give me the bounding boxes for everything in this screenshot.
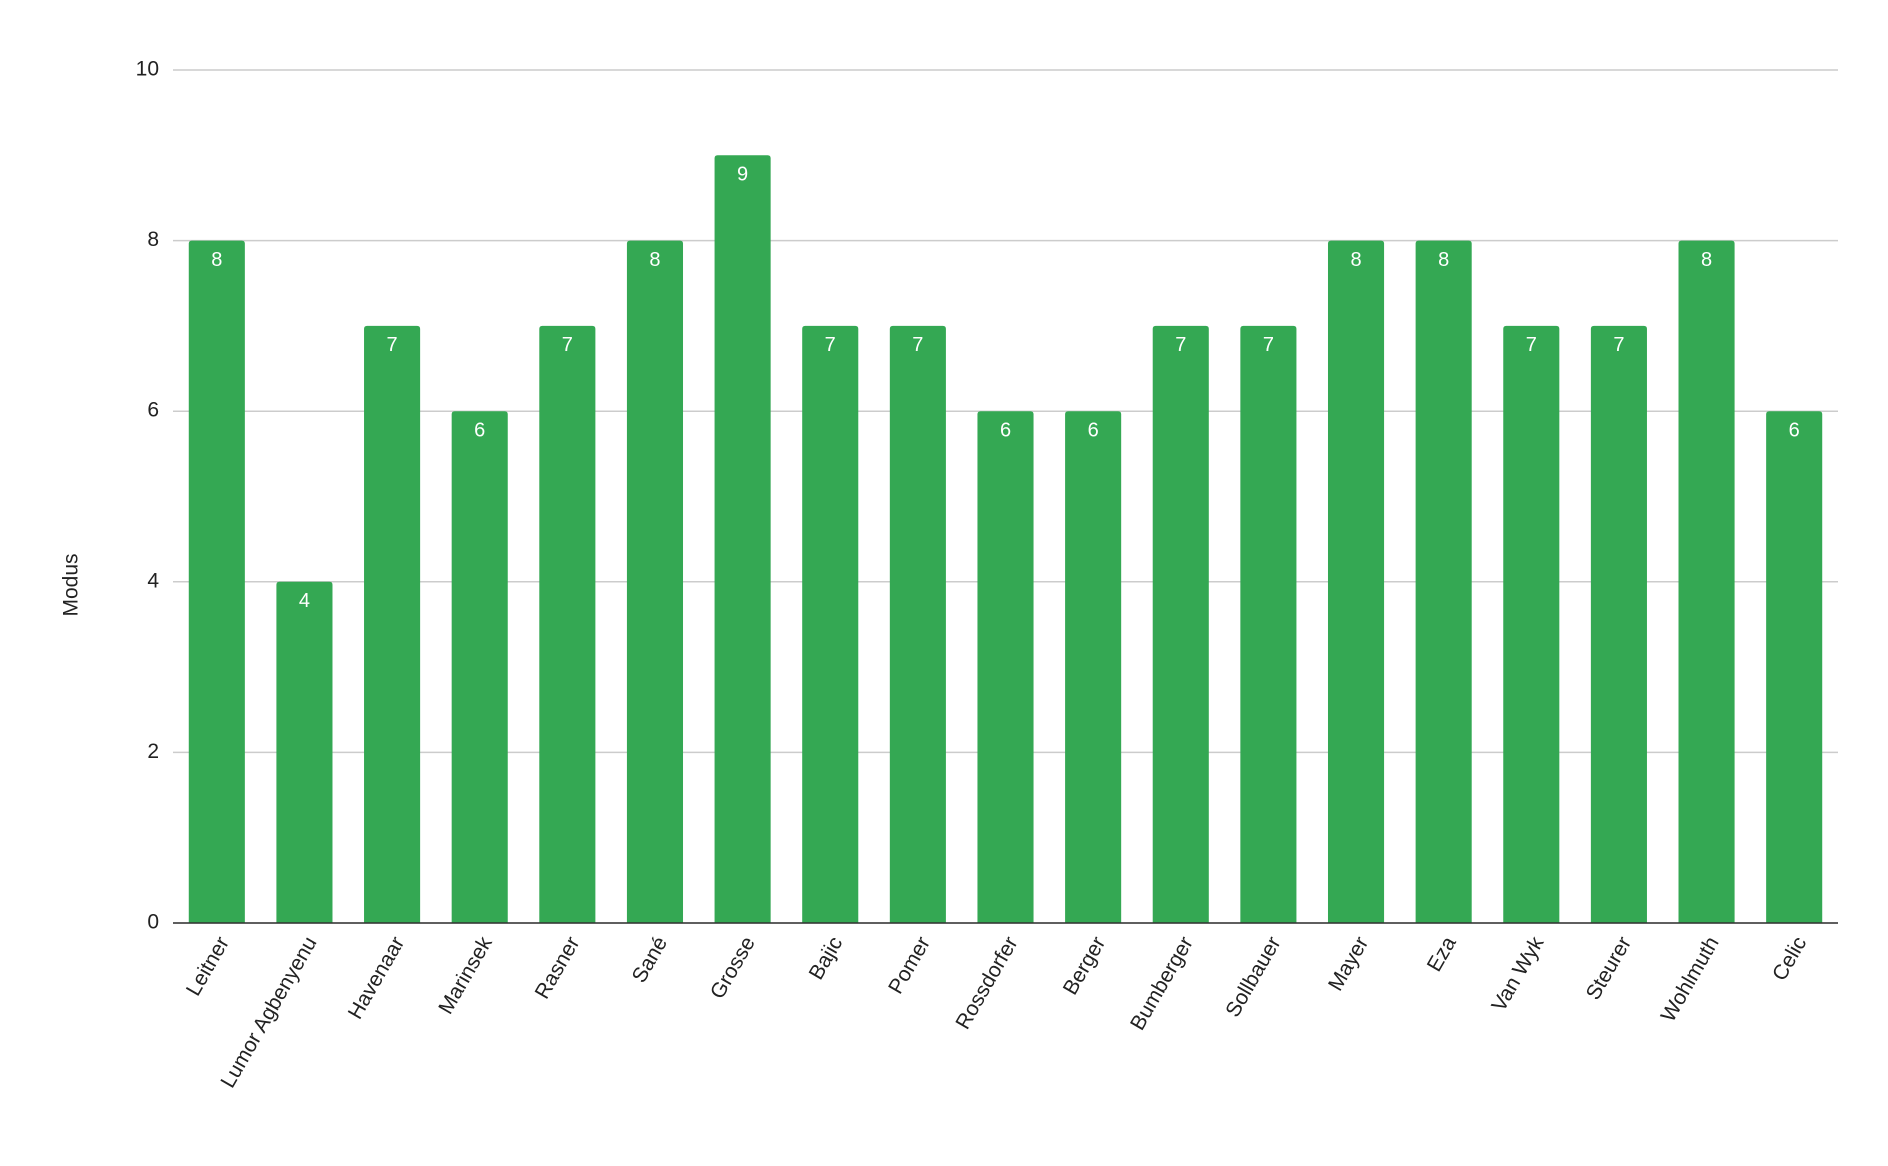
data-label: 6: [1088, 419, 1099, 441]
x-tick-label: Leitner: [182, 933, 234, 1000]
bar: [276, 581, 333, 923]
x-tick-label: Mayer: [1324, 933, 1373, 995]
data-label: 8: [1438, 249, 1449, 271]
y-axis-title: Modus: [60, 553, 83, 616]
x-tick-label: Rasner: [531, 933, 585, 1003]
bar: [1152, 325, 1209, 923]
x-tick-label: Wohlmuth: [1657, 933, 1724, 1026]
data-label: 6: [474, 419, 485, 441]
bar: [889, 325, 946, 923]
data-label: 8: [1701, 249, 1712, 271]
x-tick-label: Sané: [628, 933, 672, 987]
x-tick-label: Sollbauer: [1221, 933, 1285, 1021]
x-tick-label: Lumor Agbenyenu: [216, 933, 321, 1092]
data-label: 8: [1350, 249, 1361, 271]
bar: [802, 325, 859, 923]
y-tick-label: 6: [147, 399, 159, 422]
data-label: 7: [912, 334, 923, 356]
bar: [188, 240, 245, 924]
x-tick-label: Eza: [1423, 932, 1461, 975]
bar: [714, 155, 771, 924]
bar: [1503, 325, 1560, 923]
data-label: 7: [1613, 334, 1624, 356]
x-tick-label: Berger: [1059, 933, 1110, 999]
bar: [977, 411, 1034, 923]
x-tick-label: Grosse: [706, 933, 760, 1003]
x-tick-label: Bumberger: [1126, 933, 1198, 1034]
bar: [451, 411, 508, 923]
data-label: 8: [211, 249, 222, 271]
x-tick-label: Van Wyk: [1487, 932, 1548, 1015]
x-tick-label: Bajic: [805, 933, 848, 984]
y-tick-label: 8: [147, 228, 159, 251]
x-tick-label: Celic: [1768, 933, 1811, 985]
bar: [1766, 411, 1823, 923]
y-tick-label: 10: [136, 58, 159, 81]
data-label: 7: [1526, 334, 1537, 356]
x-tick-label: Pomer: [884, 933, 935, 998]
bar: [1415, 240, 1472, 924]
x-tick-label: Havenaar: [344, 933, 409, 1023]
bar: [1590, 325, 1647, 923]
data-label: 7: [562, 334, 573, 356]
data-label: 7: [387, 334, 398, 356]
data-label: 7: [1175, 334, 1186, 356]
data-label: 4: [299, 590, 310, 612]
data-label: 8: [649, 249, 660, 271]
data-label: 6: [1000, 419, 1011, 441]
x-tick-label: Steurer: [1582, 933, 1636, 1004]
bar: [1327, 240, 1385, 924]
data-label: 6: [1789, 419, 1800, 441]
data-label: 7: [825, 334, 836, 356]
x-tick-label: Rossdorfer: [951, 933, 1022, 1033]
bar: [364, 325, 421, 923]
bar: [1678, 240, 1735, 924]
bar: [1065, 411, 1122, 923]
bar: [539, 325, 596, 923]
y-tick-label: 2: [147, 740, 159, 763]
data-label: 7: [1263, 334, 1274, 356]
y-tick-label: 4: [147, 569, 159, 592]
bar: [1240, 325, 1297, 923]
y-tick-label: 0: [147, 911, 159, 934]
bar: [626, 240, 684, 924]
x-tick-label: Marinsek: [434, 932, 497, 1018]
data-label: 9: [737, 164, 748, 186]
